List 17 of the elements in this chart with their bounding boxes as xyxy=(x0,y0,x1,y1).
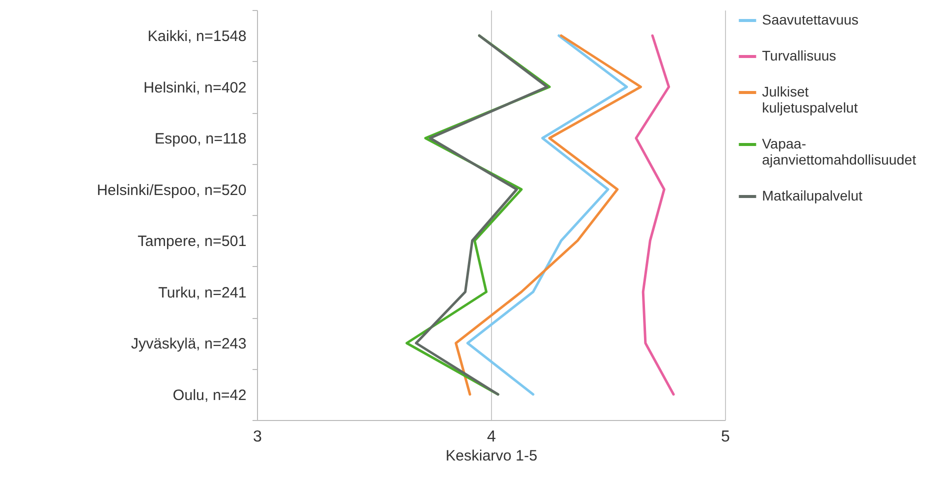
x-tick-label: 4 xyxy=(487,428,496,446)
y-tick-label: Tampere, n=501 xyxy=(138,233,246,250)
legend-label: Turvallisuus xyxy=(762,48,836,64)
legend-label: Matkailupalvelut xyxy=(762,188,862,204)
y-tick-label: Oulu, n=42 xyxy=(172,386,246,404)
y-tick-label: Helsinki/Espoo, n=520 xyxy=(96,182,246,199)
x-tick-label: 5 xyxy=(721,428,730,446)
legend-label: Saavutettavuus xyxy=(762,12,859,28)
y-tick-label: Turku, n=241 xyxy=(158,284,246,302)
y-tick-label: Jyväskylä, n=243 xyxy=(131,336,246,353)
y-tick-label: Kaikki, n=1548 xyxy=(148,28,246,46)
legend-label: Vapaa-ajanviettomahdollisuudet xyxy=(762,136,916,168)
y-tick-label: Espoo, n=118 xyxy=(154,130,246,148)
legend-label: Julkiset kuljetuspalvelut xyxy=(762,84,858,116)
y-tick-label: Helsinki, n=402 xyxy=(144,79,246,96)
x-axis-title: Keskiarvo 1-5 xyxy=(446,448,538,464)
x-tick-label: 3 xyxy=(253,428,262,446)
